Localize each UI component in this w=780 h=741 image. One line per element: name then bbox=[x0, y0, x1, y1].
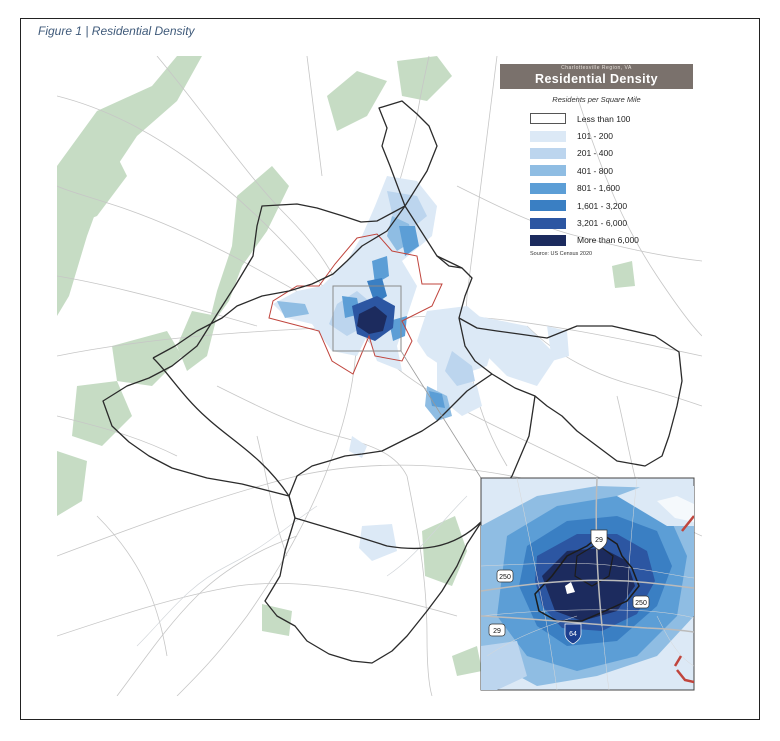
inset-extent-box bbox=[332, 285, 482, 479]
shield-us250-right: 250 bbox=[632, 595, 650, 609]
svg-text:29: 29 bbox=[595, 537, 603, 544]
shield-us29-bottom: 29 bbox=[488, 623, 506, 637]
legend-region: Charlottesville Region, VA bbox=[561, 65, 632, 71]
legend-swatch bbox=[530, 217, 566, 229]
legend-label: 3,201 - 6,000 bbox=[577, 218, 628, 229]
legend-item: 101 - 200 bbox=[530, 127, 693, 144]
shield-i64: 64 bbox=[564, 623, 582, 645]
density-map[interactable]: 29 250 250 29 64 bbox=[57, 56, 702, 696]
legend-source: Source: US Census 2020 bbox=[530, 251, 593, 258]
legend-item: Less than 100 bbox=[530, 110, 693, 127]
rivers bbox=[136, 495, 468, 647]
legend-label: More than 6,000 bbox=[577, 235, 639, 246]
legend-title: Residential Density bbox=[535, 72, 658, 86]
svg-text:250: 250 bbox=[499, 574, 511, 581]
map-canvas: 29 250 250 29 64 bbox=[57, 56, 702, 696]
legend-swatch bbox=[530, 182, 566, 194]
legend-item: 201 - 400 bbox=[530, 145, 693, 162]
svg-text:250: 250 bbox=[635, 600, 647, 607]
legend-label: 1,601 - 3,200 bbox=[577, 200, 628, 211]
inset-map: 29 250 250 29 64 bbox=[480, 477, 695, 691]
legend-item: More than 6,000 bbox=[530, 232, 693, 249]
city-boundary bbox=[268, 233, 443, 375]
legend-swatch bbox=[530, 147, 566, 159]
shield-us250-left: 250 bbox=[496, 569, 514, 583]
legend-header: Charlottesville Region, VA Residential D… bbox=[500, 64, 693, 89]
legend-label: Less than 100 bbox=[577, 113, 631, 124]
legend-label: 101 - 200 bbox=[577, 131, 613, 142]
legend-item: 1,601 - 3,200 bbox=[530, 197, 693, 214]
legend-label: 401 - 800 bbox=[577, 165, 613, 176]
legend-item: 401 - 800 bbox=[530, 162, 693, 179]
svg-text:29: 29 bbox=[493, 628, 501, 635]
figure-title: Figure 1 | Residential Density bbox=[38, 24, 195, 38]
forest-areas bbox=[57, 56, 635, 676]
legend-swatch bbox=[530, 113, 566, 125]
legend-swatch bbox=[530, 234, 566, 246]
legend-items: Less than 100 101 - 200 201 - 400 401 - 800… bbox=[530, 110, 693, 249]
county-boundaries bbox=[102, 100, 683, 664]
svg-text:64: 64 bbox=[569, 631, 577, 638]
legend-label: 801 - 1,600 bbox=[577, 183, 621, 194]
legend-item: 3,201 - 6,000 bbox=[530, 214, 693, 231]
legend-swatch bbox=[530, 165, 566, 177]
legend: Charlottesville Region, VA Residential D… bbox=[500, 64, 693, 257]
legend-swatch bbox=[530, 200, 566, 212]
shield-i29-top: 29 bbox=[590, 529, 608, 551]
legend-subtitle: Residents per Square Mile bbox=[552, 95, 641, 104]
legend-item: 801 - 1,600 bbox=[530, 180, 693, 197]
legend-swatch bbox=[530, 130, 566, 142]
legend-label: 201 - 400 bbox=[577, 148, 613, 159]
